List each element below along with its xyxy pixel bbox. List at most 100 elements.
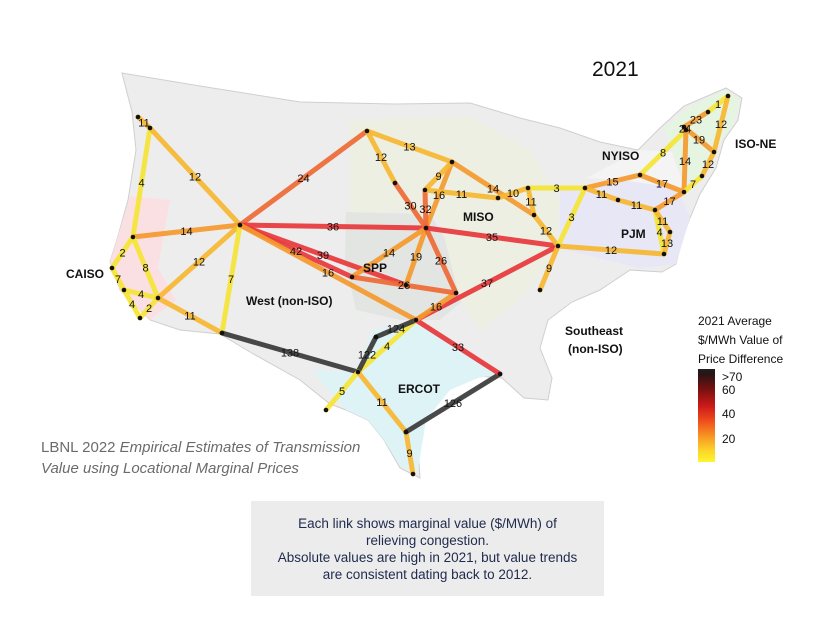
node-ct xyxy=(699,173,705,179)
node-miso_e xyxy=(531,212,537,218)
legend-tick-20: 20 xyxy=(722,432,736,446)
link-value-label: 126 xyxy=(444,398,462,410)
region-label-ercot: ERCOT xyxy=(398,382,441,396)
link-value-label: 4 xyxy=(656,227,662,239)
link-tx_w-tx_sw xyxy=(323,369,361,413)
link-dak_s-spp_c xyxy=(392,180,429,231)
link-west_hub-az xyxy=(219,222,243,336)
node-ca_n xyxy=(130,234,136,240)
link-value-label: 37 xyxy=(481,278,493,290)
node-az xyxy=(219,330,225,336)
link-value-label: 15 xyxy=(606,177,618,189)
link-west_hub-spp_s xyxy=(237,222,409,288)
nodes-layer xyxy=(109,93,731,477)
link-la-sd xyxy=(121,287,143,321)
node-tx_n xyxy=(373,334,379,340)
link-miso_e-se_hub xyxy=(531,212,561,249)
link-value-label: 16 xyxy=(433,190,445,202)
link-value-label: 4 xyxy=(129,299,135,311)
citation-title-line1: Empirical Estimates of Transmission xyxy=(119,439,361,456)
link-value-label: 32 xyxy=(419,204,431,216)
node-oh xyxy=(582,185,588,191)
node-wi xyxy=(422,187,428,193)
link-spp_w-spp_c xyxy=(349,225,429,280)
region-label-miso: MISO xyxy=(463,210,494,224)
link-nw2-west_hub xyxy=(147,125,243,228)
link-nw2-ca_n xyxy=(130,125,153,240)
link-value-label: 17 xyxy=(656,179,668,191)
node-sw_mid xyxy=(155,295,161,301)
link-west_hub-spp_c xyxy=(237,222,429,231)
node-mn xyxy=(449,159,455,165)
node-bos xyxy=(711,149,717,155)
link-mn-wi xyxy=(422,159,455,193)
link-value-label: 12 xyxy=(193,257,205,269)
link-value-label: 23 xyxy=(690,115,702,127)
node-tx_s xyxy=(403,429,409,435)
link-value-label: 4 xyxy=(138,289,144,301)
link-value-label: 3 xyxy=(553,183,559,195)
link-value-label: 11 xyxy=(631,200,642,212)
link-pjm_c-va xyxy=(652,207,673,235)
link-value-label: 7 xyxy=(228,274,234,286)
miso-region xyxy=(350,116,560,330)
node-tx_w xyxy=(355,369,361,375)
link-value-label: 2 xyxy=(146,303,152,315)
link-nw_top-nw2 xyxy=(135,114,153,131)
link-west_hub-dakota xyxy=(237,128,370,228)
link-tx_n-tx_pan xyxy=(373,317,419,340)
spp-region xyxy=(345,212,464,320)
link-value-label: 12 xyxy=(702,159,714,171)
region-label-pjm: PJM xyxy=(621,227,646,241)
caption-line4: are consistent dating back to 2012. xyxy=(322,567,533,582)
legend-tick-70: >70 xyxy=(722,370,743,384)
node-va xyxy=(667,229,673,235)
link-ny_w-nyc xyxy=(637,172,687,195)
link-tx_pan-houston xyxy=(413,317,503,377)
link-me-bos xyxy=(711,93,731,155)
node-se_s xyxy=(537,287,543,293)
link-pjm_w-pjm_c xyxy=(615,197,658,213)
links-layer xyxy=(109,93,731,477)
link-bos-ct xyxy=(699,149,717,179)
link-dakota-mn xyxy=(364,128,455,165)
link-value-label: 12 xyxy=(715,119,727,131)
node-tx_pan xyxy=(413,317,419,323)
link-value-label: 11 xyxy=(184,311,195,323)
link-tx_w-tx_s xyxy=(355,369,409,435)
link-value-label: 11 xyxy=(138,118,149,130)
link-ca_mid-la xyxy=(109,265,127,293)
region-label-spp: SPP xyxy=(363,261,387,275)
link-mn-spp_c xyxy=(423,159,455,231)
link-sw_mid-west_hub xyxy=(155,222,243,301)
legend-tick-60: 60 xyxy=(722,383,736,397)
link-value-label: 9 xyxy=(435,171,441,183)
link-value-label: 11 xyxy=(456,189,467,201)
link-value-label: 16 xyxy=(430,302,442,314)
link-ne_n-vt xyxy=(681,109,711,130)
link-spp_c-se_hub xyxy=(423,225,561,249)
link-sd-sw_mid xyxy=(137,295,161,321)
link-value-label: 9 xyxy=(406,448,412,460)
node-spp_se xyxy=(453,290,459,296)
link-value-label: 14 xyxy=(180,226,192,238)
link-value-label: 12 xyxy=(375,152,387,164)
link-sw_mid-az xyxy=(155,295,225,336)
link-value-label: 14 xyxy=(383,248,395,260)
region-label-west: West (non-ISO) xyxy=(246,294,332,308)
link-ca_n-ca_mid xyxy=(109,234,136,271)
link-value-label: 26 xyxy=(435,256,447,268)
region-label-caiso: CAISO xyxy=(66,267,104,281)
link-tx_s-tx_tip xyxy=(403,429,416,477)
link-tx_pan-spp_se xyxy=(413,290,459,323)
node-vt xyxy=(681,124,687,130)
link-va-pjm_s xyxy=(661,229,673,257)
link-oh-pjm_w xyxy=(582,185,621,203)
citation-title-line2: Value using Locational Marginal Prices xyxy=(41,460,299,477)
link-value-label: 5 xyxy=(339,386,345,398)
link-value-label: 122 xyxy=(358,350,376,362)
link-az-tx_w xyxy=(219,330,361,375)
link-value-label: 4 xyxy=(384,341,390,353)
link-value-label: 7 xyxy=(690,179,696,191)
link-value-label: 30 xyxy=(404,201,416,213)
